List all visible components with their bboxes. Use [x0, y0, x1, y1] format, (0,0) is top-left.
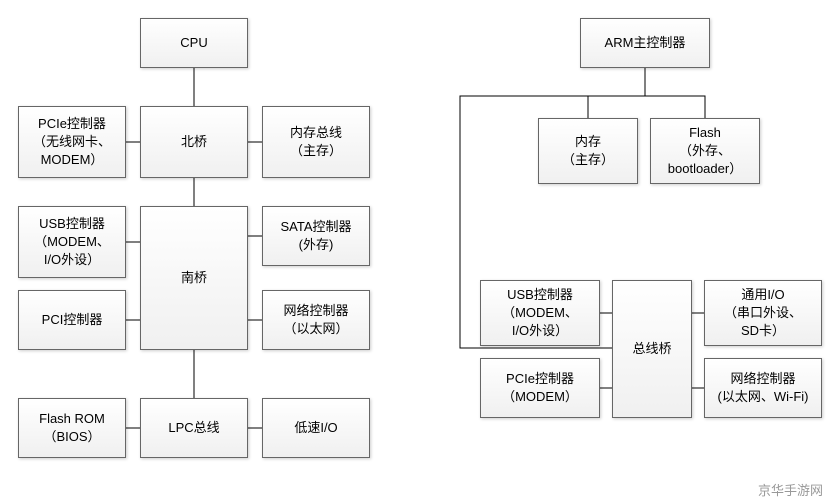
node-membus: 内存总线（主存） — [262, 106, 370, 178]
node-label: Flash（外存、bootloader） — [668, 124, 742, 179]
node-label: LPC总线 — [168, 419, 219, 437]
node-lowio: 低速I/O — [262, 398, 370, 458]
node-label: PCIe控制器（无线网卡、MODEM） — [33, 115, 111, 170]
node-label: USB控制器（MODEM、I/O外设） — [502, 286, 578, 341]
node-northbridge: 北桥 — [140, 106, 248, 178]
node-label: Flash ROM（BIOS） — [39, 410, 105, 446]
node-flash_arm: Flash（外存、bootloader） — [650, 118, 760, 184]
node-pci: PCI控制器 — [18, 290, 126, 350]
node-label: 网络控制器（以太网） — [283, 302, 348, 338]
node-arm: ARM主控制器 — [580, 18, 710, 68]
edge-arm-mem_arm — [588, 68, 645, 118]
node-pcie_left: PCIe控制器（无线网卡、MODEM） — [18, 106, 126, 178]
node-label: 内存（主存） — [562, 133, 614, 169]
watermark-label: 京华手游网 — [758, 480, 823, 499]
node-busbridge: 总线桥 — [612, 280, 692, 418]
node-label: CPU — [180, 34, 207, 52]
edge-arm-flash_arm — [645, 68, 705, 118]
node-flashrom: Flash ROM（BIOS） — [18, 398, 126, 458]
node-gpio: 通用I/O（串口外设、SD卡） — [704, 280, 822, 346]
node-label: 通用I/O（串口外设、SD卡） — [724, 286, 802, 341]
node-mem_arm: 内存（主存） — [538, 118, 638, 184]
node-usb_left: USB控制器（MODEM、I/O外设） — [18, 206, 126, 278]
node-label: USB控制器（MODEM、I/O外设） — [34, 215, 110, 270]
node-lpc: LPC总线 — [140, 398, 248, 458]
node-label: PCI控制器 — [42, 311, 103, 329]
node-label: 北桥 — [181, 133, 207, 151]
node-usb_right: USB控制器（MODEM、I/O外设） — [480, 280, 600, 346]
node-label: PCIe控制器（MODEM） — [502, 370, 578, 406]
node-netctrl_right: 网络控制器(以太网、Wi-Fi) — [704, 358, 822, 418]
node-label: SATA控制器(外存) — [280, 218, 351, 254]
node-label: 南桥 — [181, 269, 207, 287]
node-pcie_right: PCIe控制器（MODEM） — [480, 358, 600, 418]
node-netctrl_left: 网络控制器（以太网） — [262, 290, 370, 350]
node-label: 低速I/O — [294, 419, 337, 437]
node-sata: SATA控制器(外存) — [262, 206, 370, 266]
node-cpu: CPU — [140, 18, 248, 68]
node-label: 网络控制器(以太网、Wi-Fi) — [718, 370, 809, 406]
node-label: ARM主控制器 — [605, 34, 686, 52]
node-label: 内存总线（主存） — [290, 124, 342, 160]
node-label: 总线桥 — [632, 340, 671, 358]
node-southbridge: 南桥 — [140, 206, 248, 350]
